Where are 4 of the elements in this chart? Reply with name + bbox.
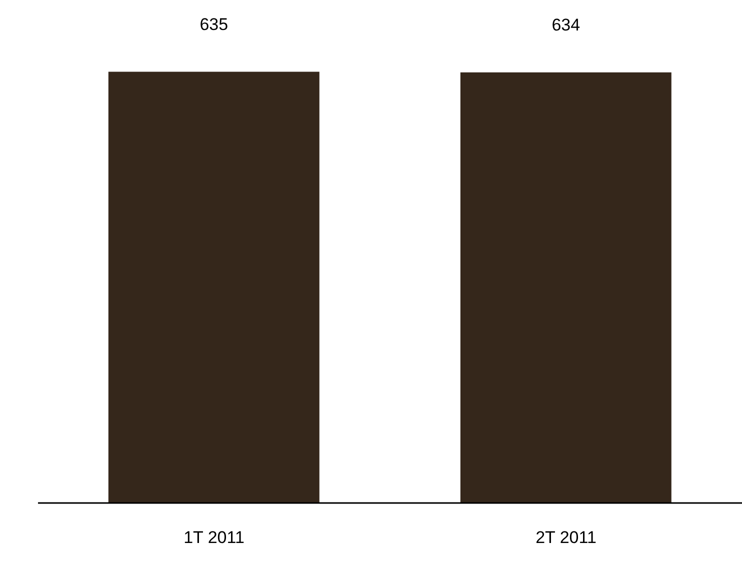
x-tick-label: 1T 2011 [184, 528, 244, 548]
data-label: 635 [200, 14, 228, 34]
x-tick-label: 2T 2011 [536, 528, 596, 548]
data-label: 634 [552, 15, 580, 34]
